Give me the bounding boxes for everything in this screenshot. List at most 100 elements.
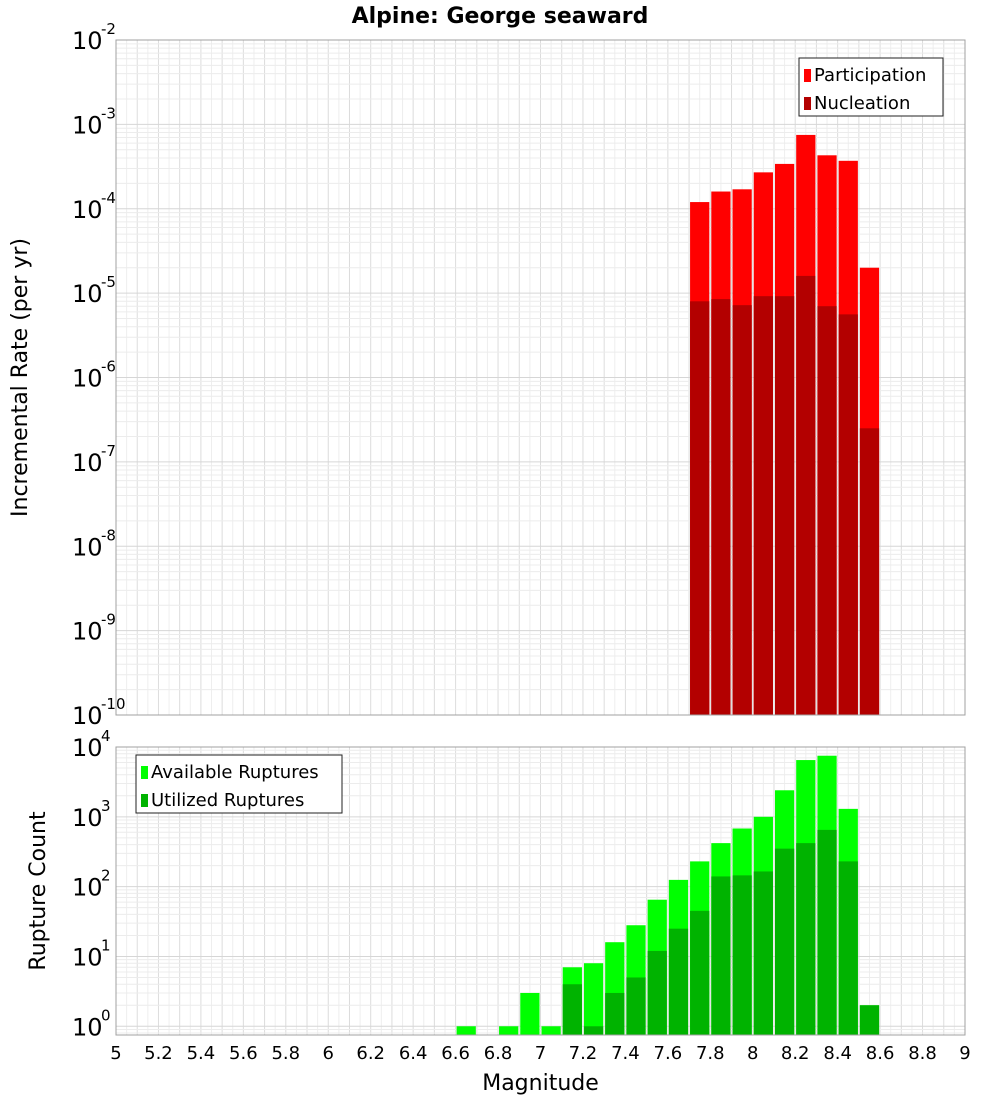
y-tick-exponent: -3	[101, 104, 116, 122]
y-tick-label: 10	[72, 943, 103, 971]
y-tick-label: 10	[72, 804, 103, 832]
x-tick-label: 6.2	[356, 1043, 385, 1064]
x-tick-label: 7.4	[611, 1043, 640, 1064]
y-tick-exponent: -7	[101, 442, 116, 460]
y-tick-label: 10	[72, 449, 103, 477]
x-tick-label: 6	[323, 1043, 334, 1064]
bar-utilized-ruptures	[817, 829, 837, 1035]
x-tick-label: 7.2	[569, 1043, 598, 1064]
legend-label: Participation	[814, 65, 926, 86]
bar-nucleation	[838, 314, 858, 715]
bar-nucleation	[732, 305, 752, 715]
y-tick-exponent: 1	[101, 936, 111, 954]
x-tick-label: 8.4	[823, 1043, 852, 1064]
bar-available-ruptures	[583, 963, 604, 1035]
y-tick-label: 10	[72, 365, 103, 393]
legend: Available Ruptures Utilized Ruptures	[135, 754, 343, 814]
bar-available-ruptures	[456, 1026, 476, 1035]
y-tick-exponent: 2	[101, 867, 111, 885]
bar-utilized-ruptures	[753, 871, 773, 1035]
bar-utilized-ruptures	[605, 992, 625, 1035]
legend-swatch	[804, 97, 811, 110]
legend: Participation Nucleation	[798, 57, 944, 117]
x-tick-label: 5.2	[144, 1043, 173, 1064]
x-tick-label: 7	[535, 1043, 546, 1064]
bar-utilized-ruptures	[732, 875, 752, 1035]
y-tick-label: 10	[72, 734, 103, 762]
grid-lines	[115, 39, 966, 716]
legend-label: Nucleation	[814, 93, 910, 114]
legend-label: Available Ruptures	[151, 762, 319, 783]
series-nucleation	[690, 275, 880, 715]
bar-utilized-ruptures	[796, 843, 816, 1035]
plot-border	[115, 746, 966, 1036]
bar-utilized-ruptures	[711, 876, 731, 1035]
bar-utilized-ruptures	[774, 848, 795, 1035]
y-tick-exponent: -5	[101, 273, 116, 291]
y-tick-exponent: 0	[101, 1006, 111, 1024]
x-tick-label: 5.4	[187, 1043, 216, 1064]
bar-available-ruptures	[499, 1026, 519, 1035]
bar-available-ruptures	[541, 1026, 561, 1035]
x-tick-label: 6.6	[441, 1043, 470, 1064]
y-tick-label: 10	[72, 874, 103, 902]
y-axis-label: Rupture Count	[26, 811, 51, 971]
y-tick-exponent: -2	[101, 20, 116, 38]
y-tick-labels: 10-210-310-410-510-610-710-810-910-10	[72, 20, 126, 730]
panel-rate: 10-210-310-410-510-610-710-810-910-10Inc…	[8, 20, 966, 730]
bar-nucleation	[774, 296, 795, 715]
bar-nucleation	[753, 296, 773, 715]
bar-nucleation	[859, 428, 880, 715]
bar-utilized-ruptures	[562, 984, 582, 1035]
y-tick-exponent: -9	[101, 611, 116, 629]
y-tick-label: 10	[72, 1013, 103, 1041]
y-tick-exponent: -4	[101, 189, 116, 207]
bar-nucleation	[796, 275, 816, 715]
bar-utilized-ruptures	[583, 1026, 604, 1035]
bar-nucleation	[711, 299, 731, 715]
x-tick-label: 8.2	[781, 1043, 810, 1064]
y-tick-label: 10	[72, 111, 103, 139]
x-tick-label: 7.8	[696, 1043, 725, 1064]
y-tick-label: 10	[72, 196, 103, 224]
bar-utilized-ruptures	[647, 950, 667, 1035]
x-tick-labels: 5 5.2 5.4 5.6 5.8 6 6.2 6.4 6.6 6.8 7 7.2 7.4 7.6 7.8 8…	[110, 1043, 970, 1064]
y-tick-exponent: 3	[101, 797, 111, 815]
x-tick-label: 5	[110, 1043, 121, 1064]
x-tick-label: 6.8	[484, 1043, 513, 1064]
legend-label: Utilized Ruptures	[151, 790, 304, 811]
y-tick-label: 10	[72, 27, 103, 55]
y-tick-label: 10	[72, 533, 103, 561]
y-tick-exponent: -8	[101, 526, 116, 544]
y-tick-exponent: 4	[101, 727, 111, 745]
x-tick-label: 8.6	[866, 1043, 895, 1064]
plot-border	[115, 39, 966, 716]
x-tick-label: 8	[747, 1043, 758, 1064]
bar-utilized-ruptures	[838, 861, 858, 1035]
legend-box	[135, 754, 343, 814]
series-utilized-ruptures	[562, 829, 880, 1035]
bar-utilized-ruptures	[626, 977, 646, 1035]
y-tick-label: 10	[72, 280, 103, 308]
bar-utilized-ruptures	[859, 1005, 880, 1035]
y-tick-label: 10	[72, 618, 103, 646]
x-tick-label: 8.8	[908, 1043, 937, 1064]
legend-box	[798, 57, 944, 117]
y-tick-label: 10	[72, 702, 103, 730]
legend-swatch	[141, 794, 148, 807]
y-tick-exponent: -10	[101, 695, 126, 713]
chart-title: Alpine: George seaward	[352, 4, 649, 29]
x-tick-label: 9	[959, 1043, 970, 1064]
bar-utilized-ruptures	[668, 928, 689, 1035]
x-tick-label: 5.6	[229, 1043, 258, 1064]
bar-utilized-ruptures	[690, 910, 710, 1035]
y-tick-exponent: -6	[101, 358, 116, 376]
legend-swatch	[141, 766, 148, 779]
bar-available-ruptures	[520, 992, 540, 1035]
x-axis-label: Magnitude	[482, 1071, 599, 1096]
x-tick-label: 6.4	[399, 1043, 428, 1064]
